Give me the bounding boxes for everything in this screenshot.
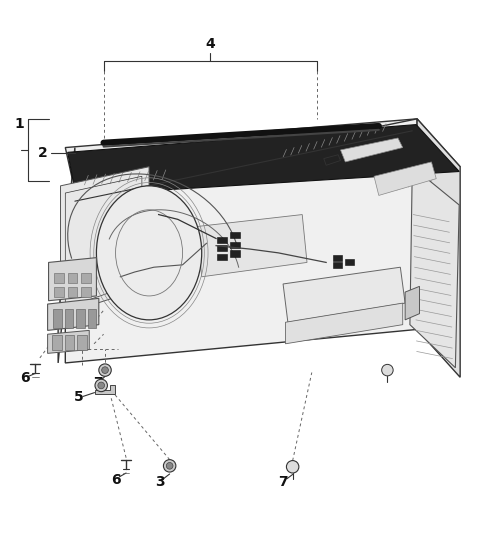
Polygon shape (405, 286, 420, 320)
FancyBboxPatch shape (53, 310, 62, 329)
Polygon shape (60, 166, 149, 315)
FancyBboxPatch shape (65, 310, 73, 329)
FancyBboxPatch shape (333, 255, 342, 261)
FancyBboxPatch shape (76, 310, 85, 329)
Circle shape (382, 364, 393, 376)
Polygon shape (68, 125, 459, 195)
Text: 7: 7 (94, 376, 103, 390)
FancyBboxPatch shape (52, 335, 62, 350)
Circle shape (287, 461, 299, 473)
FancyBboxPatch shape (54, 273, 64, 282)
Polygon shape (283, 267, 405, 322)
Circle shape (99, 364, 111, 376)
Polygon shape (410, 166, 459, 368)
FancyBboxPatch shape (81, 287, 91, 297)
Text: 3: 3 (155, 474, 165, 489)
FancyBboxPatch shape (333, 262, 342, 268)
Polygon shape (96, 386, 115, 394)
FancyBboxPatch shape (217, 254, 227, 260)
Polygon shape (65, 119, 417, 363)
Text: 6: 6 (111, 473, 120, 487)
Polygon shape (197, 214, 307, 277)
Polygon shape (48, 258, 96, 301)
FancyBboxPatch shape (230, 242, 240, 248)
FancyBboxPatch shape (65, 335, 74, 350)
Circle shape (95, 379, 108, 392)
FancyBboxPatch shape (81, 273, 91, 282)
FancyBboxPatch shape (217, 245, 227, 251)
FancyBboxPatch shape (217, 237, 227, 243)
FancyBboxPatch shape (230, 232, 240, 238)
FancyBboxPatch shape (68, 273, 77, 282)
Text: 2: 2 (38, 146, 48, 160)
FancyBboxPatch shape (88, 310, 96, 329)
FancyBboxPatch shape (77, 335, 87, 350)
Circle shape (166, 462, 173, 469)
FancyBboxPatch shape (345, 259, 354, 265)
Polygon shape (48, 330, 89, 354)
Circle shape (98, 382, 105, 389)
Text: 5: 5 (74, 391, 84, 404)
Text: 7: 7 (278, 474, 288, 489)
Circle shape (163, 460, 176, 472)
Text: 1: 1 (14, 116, 24, 131)
Polygon shape (417, 119, 460, 378)
Ellipse shape (96, 186, 202, 320)
Text: 6: 6 (20, 371, 29, 385)
FancyBboxPatch shape (68, 287, 77, 297)
FancyBboxPatch shape (54, 287, 64, 297)
Polygon shape (58, 147, 75, 363)
Polygon shape (374, 162, 436, 195)
FancyBboxPatch shape (230, 250, 240, 257)
Text: 4: 4 (205, 37, 215, 51)
Polygon shape (286, 303, 403, 344)
Polygon shape (48, 298, 99, 330)
Polygon shape (340, 138, 403, 162)
Circle shape (102, 367, 108, 374)
Polygon shape (65, 119, 460, 190)
